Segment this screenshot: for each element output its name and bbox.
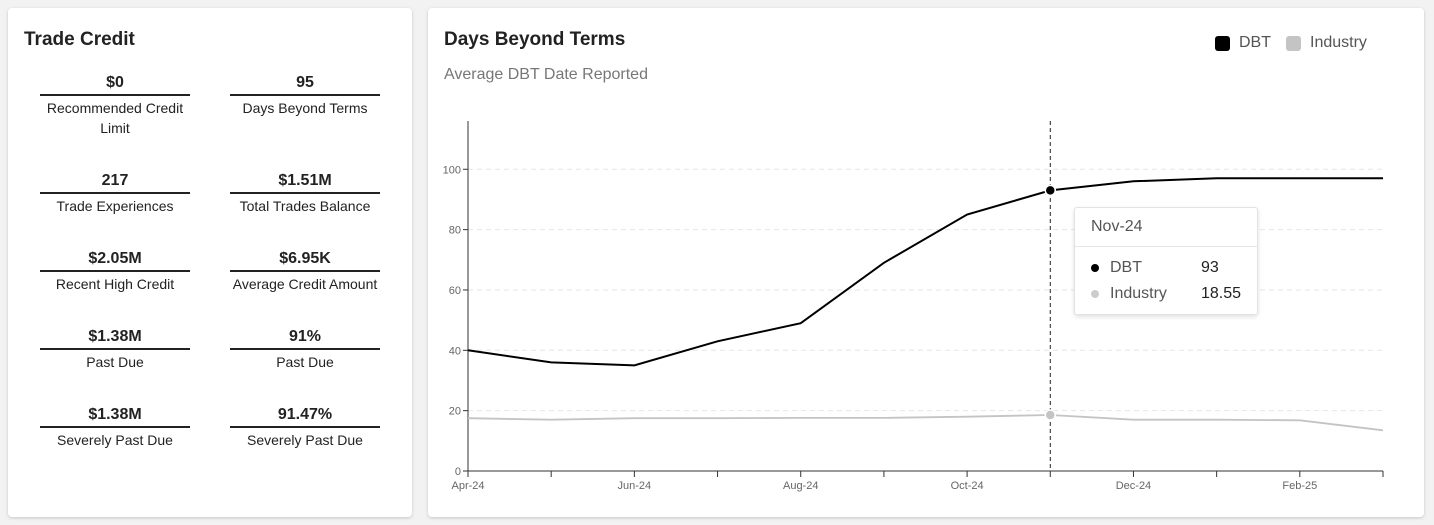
tooltip-row-dbt: DBT 93: [1091, 259, 1219, 277]
x-tick-label: Apr-24: [451, 480, 484, 492]
trade-credit-card: Trade Credit $0 Recommended Credit Limit 9…: [8, 8, 412, 517]
tooltip-label-industry: Industry: [1110, 285, 1167, 302]
chart-tooltip: Nov-24 DBT 93 Industry 18.55: [1074, 207, 1258, 315]
series-line-industry: [467, 414, 1384, 432]
metric-item: 91% Past Due: [230, 327, 380, 372]
trade-credit-title: Trade Credit: [24, 29, 135, 50]
metric-label: Recent High Credit: [55, 276, 175, 292]
metric-value: $6.95K: [230, 249, 380, 272]
chart-subtitle: Average DBT Date Reported: [444, 66, 648, 83]
dbt-chart-card: Days Beyond Terms Average DBT Date Repor…: [428, 8, 1424, 517]
metric-label: Days Beyond Terms: [242, 100, 368, 116]
series-line-dbt: [467, 177, 1383, 367]
metric-value: 217: [40, 171, 190, 194]
metric-value: $1.38M: [40, 327, 190, 350]
legend-label-dbt: DBT: [1239, 34, 1271, 51]
metric-item: $0 Recommended Credit Limit: [40, 73, 190, 138]
legend-swatch-industry: [1286, 35, 1301, 51]
metric-item: 91.47% Severely Past Due: [230, 405, 380, 450]
tooltip-value-industry: 18.55: [1201, 285, 1242, 302]
hover-point-industry: [1044, 409, 1057, 421]
y-tick-label: 40: [449, 345, 461, 357]
metric-item: $2.05M Recent High Credit: [40, 249, 190, 294]
metric-value: $1.38M: [40, 405, 190, 428]
x-tick-label: Oct-24: [951, 480, 984, 492]
metric-label: Past Due: [86, 354, 144, 370]
metric-label: Total Trades Balance: [239, 198, 371, 214]
y-tick-label: 20: [449, 406, 461, 418]
metric-value: $0: [40, 73, 190, 96]
tooltip-row-industry: Industry 18.55: [1091, 285, 1241, 303]
metric-label: Severely Past Due: [247, 432, 363, 448]
metric-item: $1.38M Past Due: [40, 327, 190, 372]
legend-item-dbt[interactable]: DBT: [1215, 34, 1271, 52]
y-tick-label: 100: [443, 164, 461, 176]
y-tick-label: 80: [449, 225, 461, 237]
tooltip-label-dbt: DBT: [1110, 259, 1142, 276]
metric-value: 95: [230, 73, 380, 96]
metric-item: $6.95K Average Credit Amount: [230, 249, 380, 294]
hover-point-dbt: [1044, 184, 1057, 197]
metric-label: Past Due: [276, 354, 334, 370]
metric-value: 91%: [230, 327, 380, 350]
x-tick-label: Aug-24: [783, 480, 818, 492]
metric-item: 217 Trade Experiences: [40, 171, 190, 216]
tooltip-dot-dbt: [1091, 264, 1099, 272]
metric-value: $1.51M: [230, 171, 380, 194]
chart-title: Days Beyond Terms: [444, 29, 626, 50]
metric-label: Average Credit Amount: [232, 276, 378, 292]
metric-item: 95 Days Beyond Terms: [230, 73, 380, 118]
tooltip-value-dbt: 93: [1201, 259, 1219, 276]
metric-value: 91.47%: [230, 405, 380, 428]
tooltip-dot-industry: [1091, 290, 1099, 298]
metric-label: Trade Experiences: [56, 198, 174, 214]
x-tick-label: Jun-24: [618, 480, 652, 492]
metric-item: $1.38M Severely Past Due: [40, 405, 190, 450]
x-tick-label: Feb-25: [1282, 480, 1317, 492]
metric-label: Severely Past Due: [57, 432, 173, 448]
dbt-line-chart[interactable]: 0 20 40 60 80 100 Apr-24 Jun-24 Aug-24 Oct-24 Dec-…: [428, 8, 1424, 517]
y-tick-label: 60: [449, 285, 461, 297]
metric-label: Recommended Credit Limit: [46, 100, 184, 136]
legend-label-industry: Industry: [1310, 34, 1367, 51]
x-tick-label: Dec-24: [1116, 480, 1151, 492]
legend-swatch-dbt: [1215, 35, 1230, 51]
metric-item: $1.51M Total Trades Balance: [230, 171, 380, 216]
tooltip-header: Nov-24: [1075, 208, 1257, 247]
metric-value: $2.05M: [40, 249, 190, 272]
y-tick-label: 0: [455, 466, 461, 478]
legend-item-industry[interactable]: Industry: [1286, 34, 1367, 52]
